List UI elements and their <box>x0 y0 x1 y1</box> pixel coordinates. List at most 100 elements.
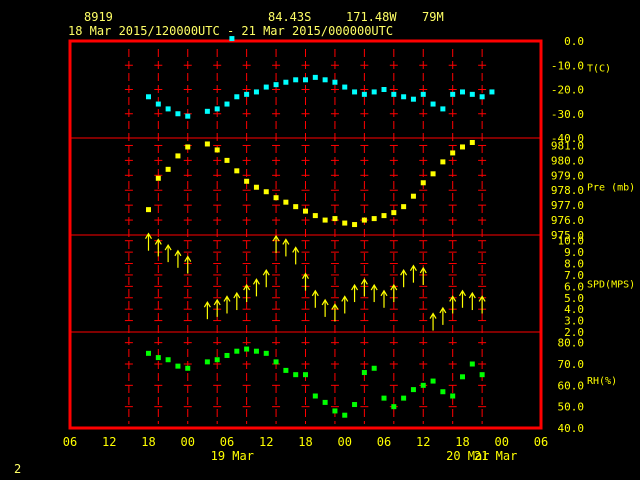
day-label: 21 Mar <box>474 449 517 463</box>
wind-arrowhead <box>144 232 153 240</box>
y-tick-label: 976.0 <box>551 214 584 227</box>
temperature-point <box>303 77 308 83</box>
y-tick-label: 2.0 <box>564 326 584 339</box>
x-tick-label: 06 <box>63 435 77 449</box>
humidity-point <box>410 387 416 393</box>
temperature-point <box>253 89 259 95</box>
humidity-point <box>361 370 367 376</box>
pressure-point <box>263 189 269 195</box>
temperature-point <box>234 94 240 100</box>
wind-arrowhead <box>380 289 388 297</box>
wind-arrowhead <box>409 264 417 271</box>
y-tick-label: 7.0 <box>564 269 584 282</box>
wind-arrowhead <box>272 234 280 242</box>
humidity-point <box>342 412 348 418</box>
pressure-point <box>283 199 289 205</box>
temperature-point <box>391 91 397 97</box>
temperature-point <box>322 77 328 83</box>
temperature-point <box>175 111 181 117</box>
humidity-point <box>293 372 299 378</box>
wind-arrowhead <box>468 291 476 299</box>
y-tick-label: -40.0 <box>551 132 584 145</box>
pressure-point <box>469 139 475 145</box>
y-tick-label: 0.0 <box>564 35 584 48</box>
wind-arrowhead <box>154 238 162 245</box>
y-tick-label: 9.0 <box>564 246 584 259</box>
pressure-point <box>460 144 465 150</box>
temperature-point <box>371 89 377 95</box>
wind-arrowhead <box>252 278 260 285</box>
pressure-point <box>244 178 250 184</box>
wind-arrowhead <box>174 249 182 257</box>
pressure-point <box>204 141 210 147</box>
humidity-point <box>401 395 407 401</box>
pressure-point <box>352 222 358 228</box>
humidity-point <box>165 357 171 363</box>
humidity-point <box>479 372 485 378</box>
y-tick-label: 5.0 <box>564 292 584 305</box>
pressure-point <box>303 208 308 214</box>
y-tick-label: -30.0 <box>551 108 584 121</box>
humidity-point <box>303 372 308 378</box>
y-tick-label: 980.0 <box>551 154 584 167</box>
temperature-point <box>361 91 367 97</box>
time-range: 18 Mar 2015/120000UTC - 21 Mar 2015/0000… <box>68 24 394 38</box>
pressure-point <box>381 213 387 219</box>
wind-arrowhead <box>301 272 310 279</box>
x-tick-label: 18 <box>298 435 312 449</box>
humidity-point <box>391 404 397 410</box>
station-id: 8919 <box>84 10 113 24</box>
x-tick-label: 12 <box>102 435 116 449</box>
x-tick-label: 06 <box>377 435 391 449</box>
temperature-point <box>381 87 387 92</box>
temperature-point <box>440 106 446 112</box>
temperature-point <box>479 94 485 100</box>
humidity-point <box>253 348 259 354</box>
y-tick-label: 3.0 <box>564 315 584 328</box>
humidity-point <box>322 399 328 405</box>
wind-arrowhead <box>243 283 251 291</box>
humidity-point <box>332 408 338 414</box>
humidity-point <box>234 348 240 354</box>
temperature-point <box>460 89 465 95</box>
temperature-point <box>332 79 338 85</box>
pressure-point <box>440 159 446 165</box>
pressure-point <box>332 216 338 222</box>
x-tick-label: 18 <box>141 435 155 449</box>
wind-arrowhead <box>419 266 427 274</box>
temperature-point <box>420 91 426 97</box>
y-tick-label: 977.0 <box>551 199 584 212</box>
pressure-point <box>391 210 397 216</box>
pressure-point <box>410 193 416 199</box>
pressure-point <box>234 168 240 174</box>
wind-arrowhead <box>203 301 211 308</box>
humidity-point <box>381 395 387 401</box>
pressure-point <box>450 150 456 156</box>
temperature-point <box>410 96 416 102</box>
wind-arrowhead <box>262 269 270 276</box>
pressure-point <box>155 175 161 181</box>
y-tick-label: 975.0 <box>551 229 584 242</box>
temperature-point <box>293 77 299 83</box>
wind-arrowhead <box>164 243 172 251</box>
temperature-point <box>352 89 358 95</box>
temperature-point <box>155 101 161 107</box>
humidity-point <box>146 350 151 356</box>
wind-arrowhead <box>360 278 368 285</box>
pressure-point <box>253 184 259 190</box>
temperature-point <box>244 91 250 97</box>
temperature-point <box>146 94 151 100</box>
pressure-point <box>273 195 279 201</box>
temperature-point <box>469 91 475 97</box>
temperature-point <box>263 84 269 90</box>
x-tick-label: 12 <box>416 435 430 449</box>
y-tick-label: 978.0 <box>551 184 584 197</box>
humidity-point <box>214 357 220 363</box>
humidity-point <box>155 355 161 361</box>
pressure-point <box>430 171 436 177</box>
pressure-point <box>342 220 348 226</box>
humidity-point <box>244 346 250 352</box>
temperature-point <box>283 79 289 85</box>
wind-arrowhead <box>478 295 486 302</box>
